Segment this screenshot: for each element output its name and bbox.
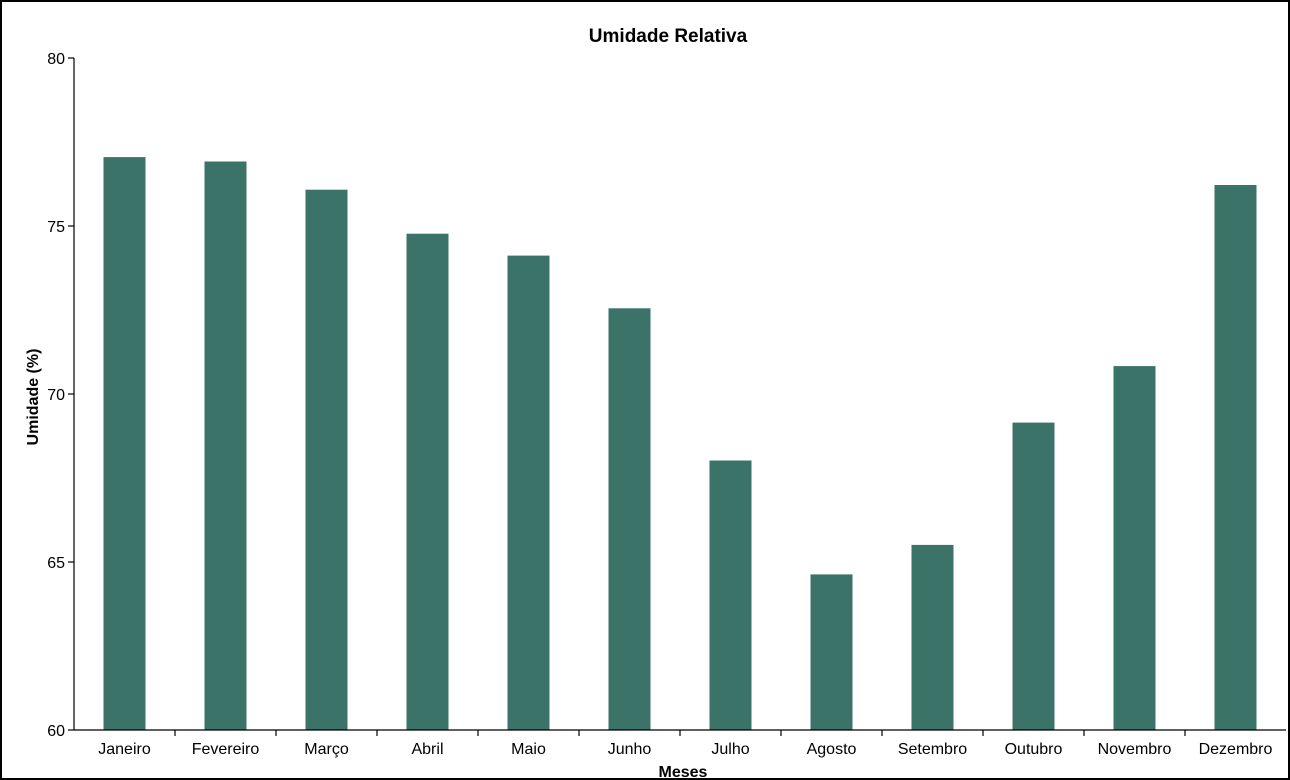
x-tick-label-1: Janeiro xyxy=(98,741,151,758)
x-tick-label-11: Novembro xyxy=(1098,741,1172,758)
bar-9 xyxy=(911,544,954,730)
y-tick-label-3: 70 xyxy=(47,387,65,404)
x-tick-label-4: Abril xyxy=(411,741,443,758)
y-tick-label-1: 60 xyxy=(47,723,65,740)
bar-10 xyxy=(1012,422,1055,730)
x-axis-label: Meses xyxy=(659,764,708,780)
bar-6 xyxy=(608,308,651,730)
chart-title: Umidade Relativa xyxy=(589,26,748,47)
bar-11 xyxy=(1113,366,1156,730)
bar-8 xyxy=(810,574,853,730)
x-tick-label-9: Setembro xyxy=(898,741,967,758)
x-tick-label-7: Julho xyxy=(711,741,749,758)
x-tick-label-5: Maio xyxy=(511,741,546,758)
x-tick-label-3: Março xyxy=(304,741,349,758)
x-tick-label-10: Outubro xyxy=(1005,741,1063,758)
axes-layer xyxy=(68,57,1286,736)
labels-layer: 60 65 70 75 80 Janeiro Fevereiro Março Abril Maio… xyxy=(47,51,1272,758)
x-tick-label-2: Fevereiro xyxy=(192,741,260,758)
bar-12 xyxy=(1214,185,1257,730)
x-tick-label-12: Dezembro xyxy=(1199,741,1273,758)
x-tick-label-8: Agosto xyxy=(807,741,857,758)
bar-5 xyxy=(507,255,550,730)
bars-layer xyxy=(103,157,1257,731)
x-tick-label-6: Junho xyxy=(608,741,652,758)
bar-7 xyxy=(709,460,752,730)
bar-1 xyxy=(103,157,146,731)
bar-4 xyxy=(406,233,449,730)
bar-3 xyxy=(305,189,348,730)
bar-2 xyxy=(204,161,247,730)
y-tick-label-5: 80 xyxy=(47,51,65,68)
y-axis-label: Umidade (%) xyxy=(25,349,42,446)
y-tick-label-4: 75 xyxy=(47,219,65,236)
y-tick-label-2: 65 xyxy=(47,555,65,572)
